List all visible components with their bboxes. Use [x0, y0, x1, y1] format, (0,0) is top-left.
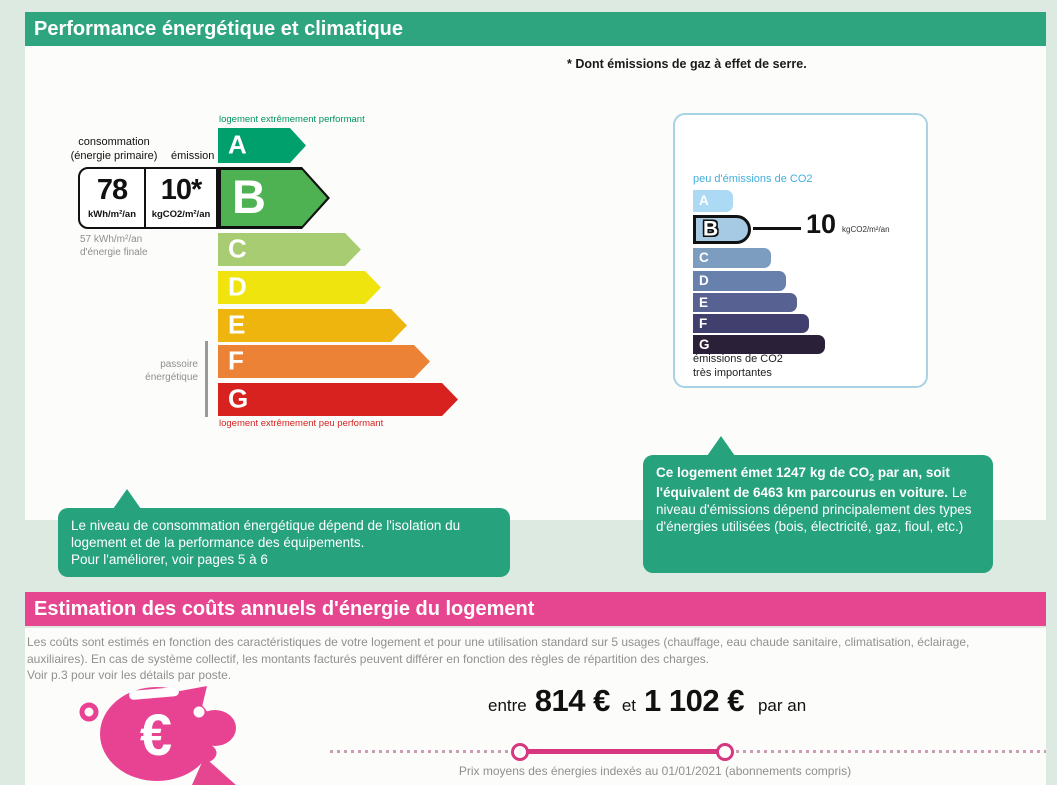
climate-grade-letter-C: C [699, 249, 709, 265]
energy-grade-D: D [218, 271, 381, 304]
energy-grade-G: G [218, 383, 458, 416]
energy-sieve-bar [205, 341, 208, 417]
price-suffix: par an [757, 696, 807, 715]
energy-sieve-label: passoire énergétique [118, 358, 198, 384]
climate-grade-letter-F: F [699, 315, 708, 331]
climate-grade-A: A [693, 190, 733, 212]
sieve-label-line1: passoire [160, 359, 198, 370]
price-max: 1 102 € [644, 683, 744, 718]
svg-text:€: € [140, 703, 172, 768]
energy-grade-letter-A: A [228, 128, 247, 159]
consumption-label-line2: (énergie primaire) [70, 149, 158, 162]
energy-callout-pointer [113, 489, 141, 509]
price-slider-range [520, 749, 725, 754]
climate-grade-B: B [693, 215, 751, 244]
energy-grade-E: E [218, 309, 407, 342]
climate-grade-letter-G: G [699, 336, 710, 352]
climate-grade-letter-D: D [699, 272, 709, 288]
energy-callout: Le niveau de consommation énergétique dé… [58, 508, 510, 577]
energy-grade-letter-B: B [232, 169, 266, 223]
price-slider-handle-max [716, 743, 734, 761]
climate-grade-D: D [693, 271, 786, 291]
energy-grade-letter-E: E [228, 308, 246, 339]
cost-description-line1: Les coûts sont estimés en fonction des c… [27, 635, 970, 666]
final-energy-note: 57 kWh/m²/an d'énergie finale [80, 233, 148, 259]
price-slider-handle-min [511, 743, 529, 761]
climate-grade-G: G [693, 335, 825, 354]
climate-callout-normal: Le niveau d'émissions dépend principalem… [656, 485, 972, 535]
energy-callout-line1: Le niveau de consommation énergétique dé… [71, 518, 461, 551]
cost-description: Les coûts sont estimés en fonction des c… [27, 634, 1029, 684]
emission-label: émission [171, 150, 215, 162]
sieve-label-line2: énergétique [145, 372, 198, 383]
price-conjunction: et [621, 696, 637, 715]
climate-bottom-line2: très importantes [693, 367, 772, 380]
climate-value: 10 [806, 209, 837, 239]
emission-cell: 10* kgCO2/m²/an [146, 169, 216, 227]
energy-grade-B-fill [221, 170, 327, 226]
cost-section-header: Estimation des coûts annuels d'énergie d… [25, 592, 1046, 626]
annual-cost-range: entre 814 € et 1 102 € par an [488, 683, 806, 719]
consumption-unit: kWh/m²/an [87, 209, 137, 220]
energy-section-header: Performance énergétique et climatique [25, 12, 1046, 46]
energy-grade-F: F [218, 345, 430, 378]
energy-scale-bottom-label: logement extrêmement peu performant [219, 418, 384, 429]
ghg-note: * Dont émissions de gaz à effet de serre… [567, 57, 807, 71]
climate-callout-bold: Ce logement émet 1247 kg de CO2 par an, … [656, 465, 950, 501]
energy-callout-line2: Pour l'améliorer, voir pages 5 à 6 [71, 552, 268, 568]
climate-scale-top-label: peu d'émissions de CO2 [693, 173, 813, 185]
final-energy-line1: 57 kWh/m²/an [80, 234, 143, 245]
piggy-bank-icon: € [79, 686, 236, 781]
energy-grade-A: A [218, 128, 306, 163]
climate-grade-letter-A: A [699, 192, 709, 208]
cost-description-line2: Voir p.3 pour voir les détails par poste… [27, 668, 232, 683]
climate-grade-letter-E: E [699, 294, 709, 310]
price-prefix: entre [488, 696, 527, 715]
energy-scale-top-label: logement extrêmement performant [219, 114, 365, 125]
consumption-cell: 78 kWh/m²/an [80, 169, 146, 227]
climate-bottom-line1: émissions de CO2 [693, 353, 783, 365]
energy-grade-letter-F: F [228, 344, 244, 375]
energy-value-box: 78 kWh/m²/an 10* kgCO2/m²/an [78, 167, 218, 229]
price-slider-caption: Prix moyens des énergies indexés au 01/0… [458, 764, 852, 778]
energy-grade-C: C [218, 233, 361, 266]
climate-callout-pointer [707, 436, 735, 456]
climate-grade-letter-B: B [703, 216, 719, 240]
price-min: 814 € [534, 683, 611, 718]
energy-grade-letter-C: C [228, 232, 247, 263]
consumption-label-line1: consommation [78, 136, 150, 148]
energy-section-title: Performance énergétique et climatique [34, 17, 404, 40]
climate-scale-bottom-label: émissions de CO2 très importantes [693, 352, 783, 381]
energy-grade-letter-G: G [228, 382, 249, 413]
final-energy-line2: d'énergie finale [80, 247, 148, 258]
energy-grade-letter-D: D [228, 270, 247, 301]
climate-grade-C: C [693, 248, 771, 268]
climate-grade-E: E [693, 293, 797, 312]
cost-section-title: Estimation des coûts annuels d'énergie d… [34, 597, 535, 620]
climate-callout: Ce logement émet 1247 kg de CO2 par an, … [643, 455, 993, 573]
climate-value-connector [753, 227, 801, 230]
consumption-value: 78 [96, 174, 128, 206]
climate-grade-F: F [693, 314, 809, 333]
consumption-label: consommation (énergie primaire) [55, 136, 173, 164]
emission-unit: kgCO2/m²/an [151, 209, 211, 220]
emission-value: 10* [160, 174, 203, 206]
climate-unit: kgCO2/m²/an [842, 225, 890, 234]
